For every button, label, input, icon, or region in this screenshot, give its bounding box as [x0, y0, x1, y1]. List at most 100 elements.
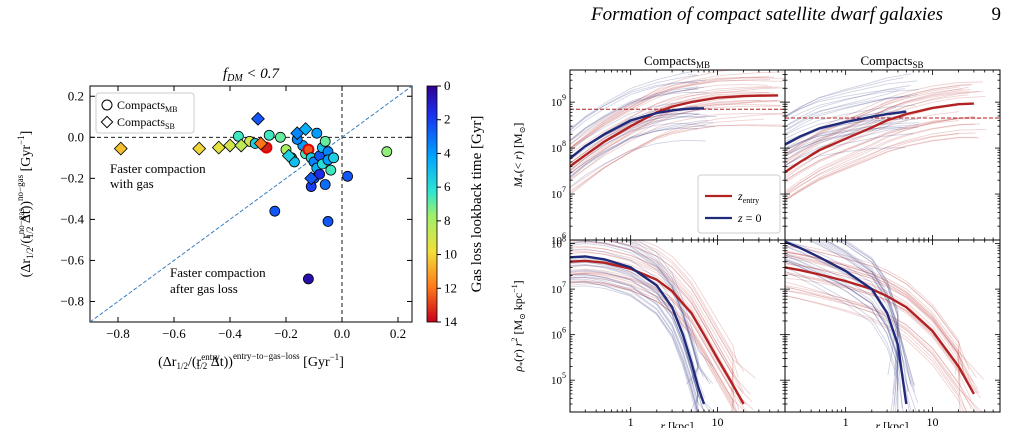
galaxy-profile-line [841, 240, 903, 374]
galaxy-profile-line [785, 250, 960, 381]
galaxy-profile-line [570, 84, 768, 150]
frame-br [784, 239, 1001, 413]
galaxy-profile-line [785, 111, 959, 177]
galaxy-profile-line [570, 285, 698, 412]
galaxy-profile-line [570, 115, 706, 161]
galaxy-profile-line [813, 240, 899, 391]
galaxy-profile-line [809, 240, 909, 393]
scatter-point-sb [223, 138, 237, 153]
galaxy-profile-line [570, 87, 785, 171]
galaxy-profile-line [637, 240, 714, 367]
galaxy-profile-line [570, 70, 700, 131]
scatter-legend-box [95, 92, 195, 134]
galaxy-profile-line [785, 258, 899, 412]
galaxy-profile-line [570, 73, 699, 132]
galaxy-profile-line [570, 77, 785, 142]
galaxy-profile-line [785, 123, 976, 197]
galaxy-profile-line [815, 240, 915, 386]
scatter-point-mb [263, 129, 275, 141]
galaxy-profile-line [570, 99, 781, 182]
colorbar-tick-label: 12 [444, 280, 457, 295]
galaxy-profile-line [785, 251, 960, 375]
galaxy-profile-line [785, 90, 899, 131]
galaxy-profile-line [570, 240, 699, 382]
galaxy-profile-line [570, 86, 779, 164]
panel-density-mb [570, 240, 756, 412]
galaxy-profile-line [570, 127, 699, 175]
galaxy-profile-line [838, 240, 899, 369]
galaxy-profile-line [785, 116, 975, 195]
galaxy-profile-line [785, 127, 903, 149]
xlabel-right: r [kpc] [876, 419, 909, 428]
scatter-point-mb [302, 273, 314, 285]
density-ylabel: ρ*(r) r2 [M⊙ kpc−1] [510, 280, 527, 372]
galaxy-profile-line [843, 240, 899, 371]
colorbar-ticks: 0 2 4 6 8 10 12 14 [437, 78, 458, 329]
scatter-point-sb [211, 140, 226, 155]
median-line-zentry [785, 266, 975, 395]
galaxy-profile-line [570, 119, 709, 178]
galaxy-profile-line [570, 263, 699, 410]
galaxy-profile-line [785, 132, 976, 201]
median-line-zentry [570, 259, 745, 405]
galaxy-profile-line [785, 254, 911, 412]
galaxy-profile-line [785, 281, 967, 412]
median-line-z0 [570, 255, 706, 405]
scatter-point-mb [232, 130, 244, 142]
galaxy-profile-line [631, 240, 699, 376]
galaxy-profile-line [785, 273, 961, 397]
galaxy-profile-line [785, 73, 912, 118]
legend-z0-label: z = 0 [737, 211, 761, 225]
scatter-point-sb [253, 136, 268, 151]
profile-xtick-label: 1 [843, 415, 849, 428]
galaxy-profile-line [570, 251, 744, 395]
galaxy-profile-line [785, 259, 899, 412]
galaxy-profile-line [785, 245, 960, 370]
galaxy-profile-line [621, 240, 734, 375]
galaxy-profile-line [570, 76, 775, 151]
legend-sb-label: CompactsSB [117, 115, 175, 131]
galaxy-profile-line [785, 122, 919, 151]
scatter-legend: CompactsMB CompactsSB [95, 92, 195, 134]
colorbar-tick-label: 8 [444, 213, 451, 228]
galaxy-profile-line [785, 271, 981, 399]
scatter-point-sb [234, 138, 249, 153]
galaxy-profile-line [570, 283, 734, 412]
galaxy-profile-line [570, 268, 754, 411]
scatter-point-sb [113, 141, 128, 156]
scatter-ylabel: (Δr1/2/(rno−gas1/2 Δt))no−gas [Gyr−1] [15, 131, 35, 278]
galaxy-profile-line [785, 126, 919, 166]
galaxy-profile-line [570, 125, 716, 177]
profile-ytick-label: 108 [551, 139, 566, 155]
galaxy-profile-line [570, 92, 709, 141]
profile-legend: zentry z = 0 [697, 174, 781, 234]
galaxy-profile-line [822, 240, 916, 387]
galaxy-profile-line [785, 286, 977, 412]
galaxy-profile-line [570, 264, 704, 411]
galaxy-profile-line [785, 259, 899, 412]
profile-ytick-label: 106 [551, 326, 566, 342]
galaxy-profile-line [785, 89, 920, 122]
galaxy-profile-line [570, 265, 742, 404]
galaxy-profile-line [785, 85, 911, 127]
galaxy-profile-line [785, 251, 985, 380]
galaxy-profile-line [570, 112, 700, 172]
profile-xtick-label: 1 [628, 415, 634, 428]
page-number: 9 [991, 4, 1002, 25]
galaxy-profile-line [807, 240, 909, 392]
scatter-point-mb [381, 146, 393, 158]
galaxy-profile-line [785, 273, 972, 400]
scatter-ytick-label: 0.2 [68, 88, 84, 103]
galaxy-profile-line [570, 121, 713, 179]
galaxy-profile-line [570, 249, 751, 395]
panel-title-sb: CompactsSB [860, 53, 923, 70]
galaxy-profile-line [606, 240, 711, 385]
legend-mb-marker [101, 99, 113, 111]
panel-inner [785, 240, 985, 412]
scatter-ytick-label: −0.4 [60, 211, 84, 226]
galaxy-profile-line [570, 272, 747, 412]
galaxy-profile-line [785, 256, 974, 383]
galaxy-profile-line [785, 133, 959, 196]
scatter-point-mb [274, 131, 286, 143]
panel-density-sb [785, 240, 985, 412]
